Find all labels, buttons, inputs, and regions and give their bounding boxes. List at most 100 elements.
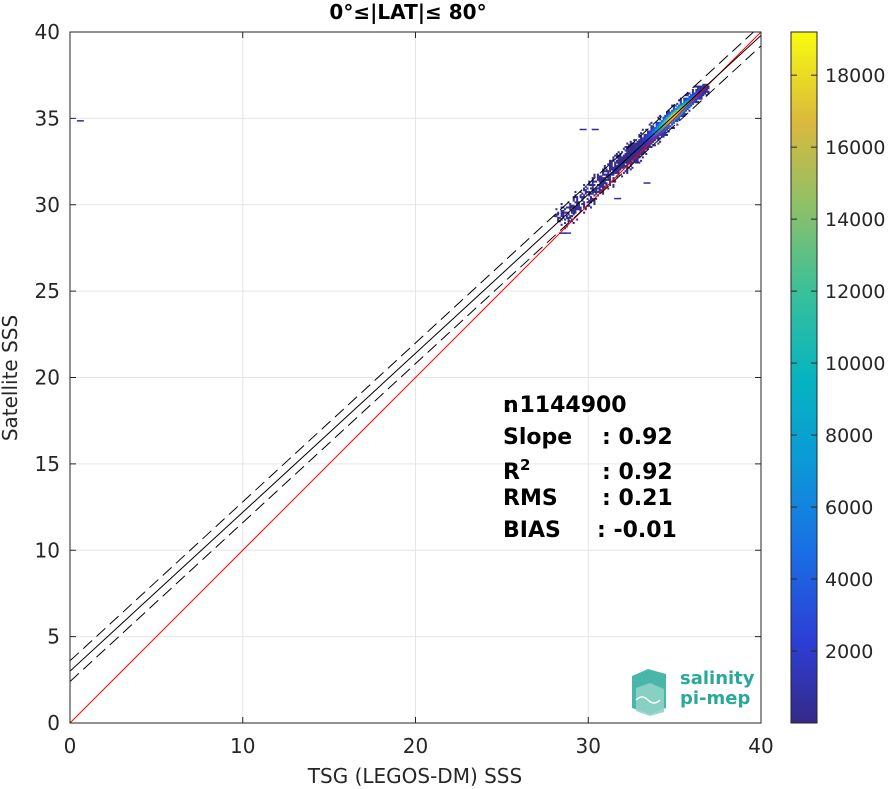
density-cell [600, 184, 603, 187]
density-cell [584, 208, 587, 211]
density-cell [608, 175, 612, 178]
density-cell [589, 199, 593, 202]
y-tick-label: 30 [35, 193, 60, 217]
density-cell [608, 165, 612, 168]
density-cell [657, 132, 660, 135]
density-cell [646, 142, 650, 145]
density-cell [657, 121, 660, 124]
density-cell [572, 199, 575, 202]
density-cell [557, 218, 560, 221]
density-cell [621, 166, 624, 169]
density-cell [610, 163, 613, 166]
density-cell [605, 178, 608, 181]
density-cell [607, 170, 610, 173]
density-cell [672, 108, 675, 111]
colorbar-tick-label: 12000 [825, 281, 885, 303]
density-cell [667, 111, 670, 114]
density-cell [636, 140, 639, 143]
density-cell [633, 139, 636, 142]
density-cell [684, 108, 688, 111]
density-cell [603, 178, 606, 181]
density-cell [634, 147, 637, 150]
density-cell [591, 185, 594, 188]
density-cell [627, 158, 631, 161]
density-cell [605, 170, 608, 173]
density-cell [593, 203, 596, 206]
density-cell [570, 215, 574, 218]
density-cell [619, 158, 622, 161]
density-cell [669, 116, 672, 119]
density-cell [631, 156, 634, 159]
density-cell [671, 109, 674, 112]
density-cell [602, 178, 605, 181]
density-cell [600, 177, 603, 180]
density-cell [650, 132, 653, 135]
density-cell [646, 135, 650, 138]
density-cell [608, 168, 612, 171]
density-cell [650, 133, 653, 136]
density-cell [698, 87, 701, 90]
density-cell [617, 166, 620, 169]
density-cell [691, 102, 694, 105]
density-cell [602, 173, 605, 176]
density-cell [624, 161, 627, 164]
density-cell [676, 116, 679, 119]
density-cell [655, 137, 658, 140]
colorbar-tick-label: 10000 [825, 353, 885, 375]
density-cell [574, 196, 577, 199]
density-cell [627, 149, 631, 152]
density-cell [576, 204, 579, 207]
density-cell [584, 189, 587, 192]
colorbar-tick-label: 14000 [825, 209, 885, 231]
density-cell [589, 192, 593, 195]
x-tick-label: 30 [576, 734, 601, 758]
density-cell [703, 83, 707, 86]
density-cell [664, 116, 667, 119]
density-cell [586, 197, 589, 200]
density-cell [570, 206, 574, 209]
density-cell [700, 87, 703, 90]
density-cell [659, 114, 662, 117]
density-cell [583, 194, 586, 197]
density-cell [614, 180, 617, 183]
density-cell [638, 135, 641, 138]
density-cell [607, 178, 610, 181]
density-cell [660, 123, 663, 126]
density-cell [577, 204, 580, 207]
density-cell [591, 177, 594, 180]
density-cell [622, 147, 625, 150]
density-cell [555, 208, 558, 211]
density-cell [650, 139, 653, 142]
density-cell [671, 104, 674, 107]
density-cell [703, 89, 707, 92]
density-cell [593, 175, 596, 178]
density-cell [683, 99, 686, 102]
density-cell [688, 97, 691, 100]
density-cell [626, 166, 629, 169]
stat-label: RMS [503, 486, 558, 511]
density-cell [648, 139, 651, 142]
density-cell [678, 114, 681, 117]
density-cell [653, 128, 656, 131]
density-cell [588, 199, 591, 202]
density-cell [598, 189, 601, 192]
density-cell [686, 102, 689, 105]
density-cell [653, 144, 656, 147]
density-cell [684, 101, 688, 104]
density-cell [674, 111, 677, 114]
density-cell [608, 170, 612, 173]
density-cell [652, 127, 655, 130]
colorbar-tick-label: 18000 [825, 65, 885, 87]
density-cell [622, 156, 625, 159]
density-outlier [614, 197, 622, 200]
density-cell [664, 114, 667, 117]
density-cell [598, 175, 601, 178]
density-cell [636, 149, 639, 152]
y-tick-label: 0 [47, 711, 60, 735]
density-cell [569, 203, 572, 206]
density-cell [576, 206, 579, 209]
density-cell [622, 163, 625, 166]
density-cell [567, 220, 570, 223]
density-cell [557, 216, 560, 219]
density-cell [567, 213, 570, 216]
